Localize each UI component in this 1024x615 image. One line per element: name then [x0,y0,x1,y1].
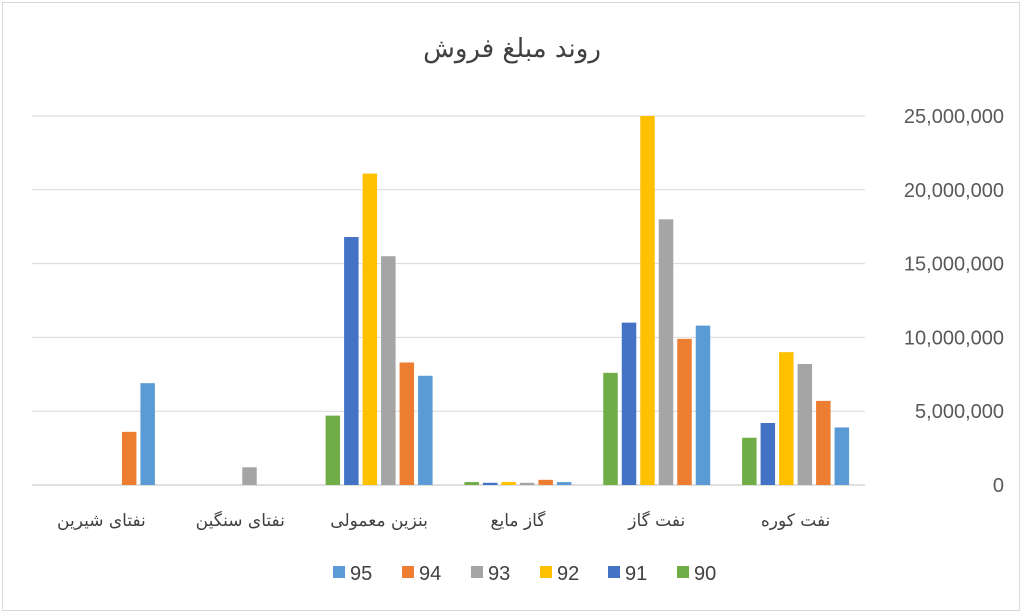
x-axis-categories: نفت کوره نفت گاز گاز مایع بنزین معمولی نفتای… [57,510,830,531]
category-label: گاز مایع [490,510,546,531]
bar-90-3 [325,415,341,485]
bar-93-3 [381,256,396,485]
bar-94-2 [538,479,553,485]
bar-91-0 [760,423,776,485]
category-label: نفتای سنگین [196,510,285,531]
legend-label-91: 91 [625,563,647,585]
bar-94-1 [677,338,692,485]
bar-92-3 [362,173,378,485]
bars [121,116,850,485]
bar-92-2 [501,482,516,485]
y-tick-label: 0 [993,475,1004,497]
gridlines [32,115,865,486]
category-label: بنزین معمولی [330,511,428,531]
legend-swatch-94 [402,566,414,578]
bar-95-2 [556,482,572,485]
bar-95-0 [834,427,850,485]
bar-93-1 [658,219,674,485]
legend-swatch-93 [471,566,483,578]
bar-91-1 [621,322,637,485]
legend-swatch-92 [540,566,552,578]
bar-94-0 [816,400,831,485]
bar-94-5 [121,431,137,485]
legend-swatch-90 [677,566,689,578]
category-label: نفت کوره [761,511,830,531]
bar-93-4 [242,467,257,485]
legend: 95 94 93 92 91 90 [333,563,716,585]
y-tick-label: 10,000,000 [904,327,1004,349]
legend-label-93: 93 [488,563,510,585]
category-label: نفت گاز [627,510,685,531]
y-tick-label: 20,000,000 [904,180,1004,202]
y-axis-ticks: 0 5,000,000 10,000,000 15,000,000 20,000,000… [904,106,1004,497]
bar-95-3 [418,375,433,485]
bar-95-5 [140,383,155,485]
bar-90-0 [742,437,757,485]
category-label: نفتای شیرین [57,511,146,531]
y-tick-label: 25,000,000 [904,106,1004,128]
bar-90-2 [464,482,479,485]
bar-92-0 [779,352,794,485]
bar-91-3 [344,237,359,485]
chart-title: روند مبلغ فروش [423,34,601,64]
legend-swatch-91 [608,566,620,578]
bar-93-0 [797,363,813,485]
bar-90-1 [603,372,618,485]
bar-91-2 [482,482,498,485]
bar-93-2 [519,482,535,485]
legend-label-95: 95 [350,563,372,585]
legend-swatch-95 [333,566,345,578]
bar-92-1 [640,116,655,485]
y-tick-label: 5,000,000 [915,401,1004,423]
bar-95-1 [695,325,711,485]
legend-label-94: 94 [419,563,441,585]
legend-label-90: 90 [694,563,716,585]
legend-label-92: 92 [557,563,579,585]
bar-94-3 [399,362,415,485]
y-tick-label: 15,000,000 [904,254,1004,276]
